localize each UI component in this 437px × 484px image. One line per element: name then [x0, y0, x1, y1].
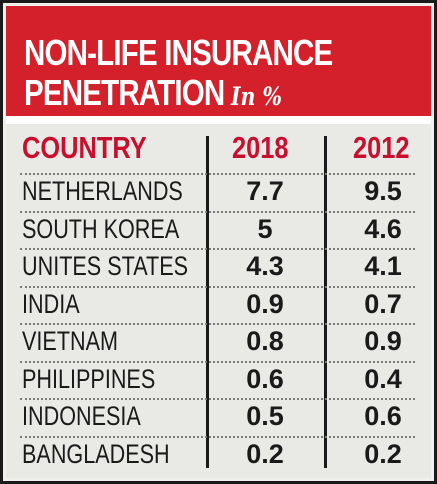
- table-cell-country: SOUTH KOREA: [22, 213, 180, 244]
- title-line-2: PENETRATION In %: [24, 72, 282, 114]
- column-header-country: COUNTRY: [22, 130, 147, 165]
- unit-label: In %: [230, 82, 283, 111]
- table-cell-2012: 0.9: [364, 326, 402, 356]
- title-banner: NON-LIFE INSURANCE PENETRATION In %: [6, 6, 431, 116]
- row-separator: [20, 173, 415, 176]
- row-separator: [20, 210, 415, 214]
- column-header-2018: 2018: [232, 130, 289, 165]
- table-cell-2018: 0.6: [246, 363, 284, 394]
- table-cell-2018: 7.7: [246, 176, 284, 206]
- column-divider-2: [324, 136, 327, 468]
- column-divider-1: [206, 136, 209, 468]
- table-cell-country: BANGLADESH: [22, 438, 170, 469]
- row-separator: [20, 248, 415, 251]
- table-cell-country: NETHERLANDS: [22, 176, 183, 206]
- row-separator: [20, 360, 415, 364]
- table-cell-2018: 0.8: [246, 326, 284, 356]
- table-cell-country: VIETNAM: [22, 326, 119, 356]
- table-cell-country: INDIA: [22, 288, 80, 319]
- title-line-1: NON-LIFE INSURANCE: [24, 32, 333, 73]
- table-cell-2018: 0.5: [246, 401, 284, 431]
- row-separator: [20, 398, 415, 401]
- table-cell-2018: 0.9: [246, 288, 284, 319]
- row-separator: [20, 435, 415, 439]
- row-separator: [20, 323, 415, 326]
- table-cell-2012: 0.6: [364, 401, 402, 431]
- table-cell-2012: 4.1: [364, 251, 402, 281]
- table-cell-2012: 0.4: [364, 363, 402, 394]
- table-cell-country: UNITES STATES: [22, 251, 189, 281]
- table-cell-2012: 0.7: [364, 288, 402, 319]
- table-cell-country: PHILIPPINES: [22, 363, 156, 394]
- banner-divider: [6, 116, 431, 124]
- table-cell-2012: 0.2: [364, 438, 402, 469]
- title-line-2-text: PENETRATION: [24, 72, 225, 113]
- row-separator: [20, 285, 415, 289]
- column-header-2012: 2012: [353, 130, 410, 165]
- table-cell-country: INDONESIA: [22, 401, 141, 431]
- table-cell-2018: 0.2: [246, 438, 284, 469]
- table-cell-2012: 9.5: [364, 176, 402, 206]
- table-cell-2018: 4.3: [246, 251, 284, 281]
- table-cell-2012: 4.6: [364, 213, 402, 244]
- table-cell-2018: 5: [257, 213, 273, 244]
- data-table: COUNTRY 2018 2012 NETHERLANDS 7.7 9.5 SOUTH…: [6, 124, 431, 478]
